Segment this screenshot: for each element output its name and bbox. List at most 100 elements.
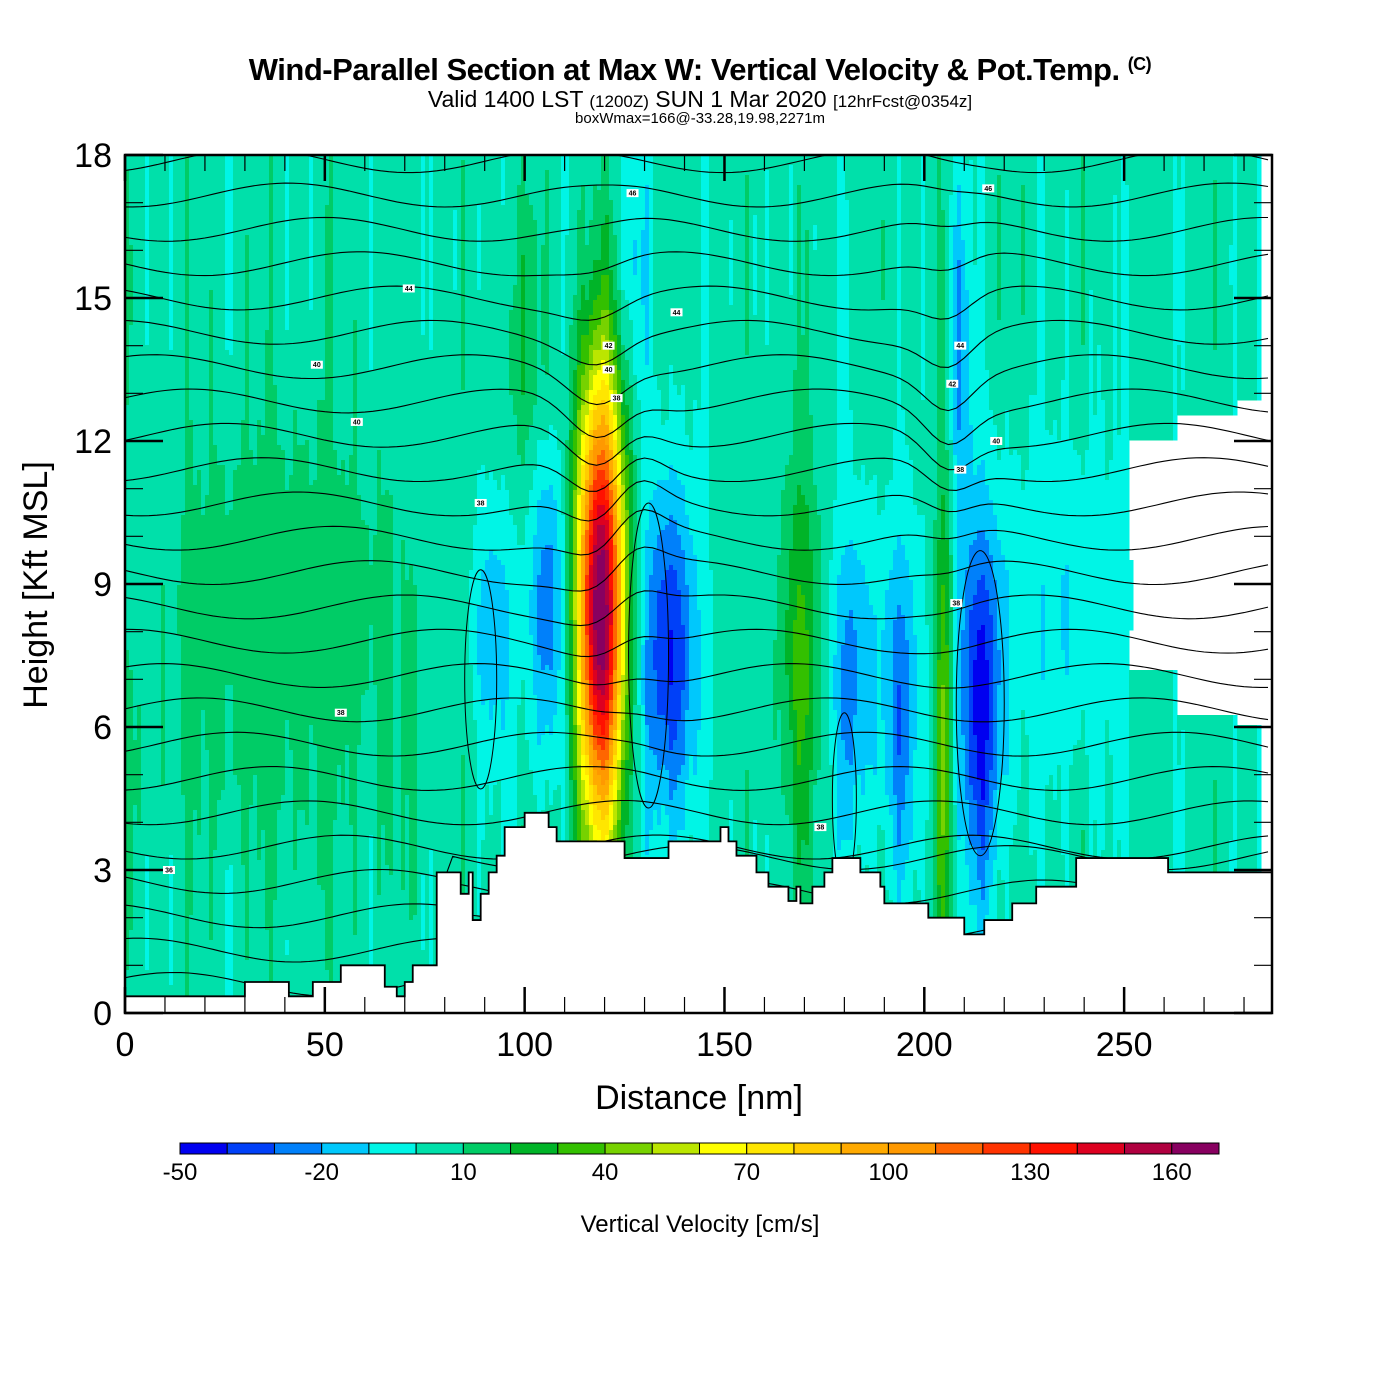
field-cell <box>353 325 358 331</box>
field-cell <box>357 420 518 426</box>
field-cell <box>1237 230 1258 236</box>
field-cell <box>1089 345 1094 351</box>
field-cell <box>801 300 806 306</box>
field-cell <box>325 320 334 326</box>
field-cell <box>189 230 226 236</box>
field-cell <box>901 355 922 361</box>
field-cell <box>465 180 502 186</box>
field-cell <box>317 425 334 431</box>
field-cell <box>921 225 926 231</box>
field-cell <box>957 310 962 316</box>
field-cell <box>549 200 562 206</box>
field-cell <box>801 235 806 241</box>
field-cell <box>429 170 434 176</box>
field-cell <box>1037 240 1046 246</box>
field-cell <box>1025 265 1038 271</box>
field-cell <box>565 265 578 271</box>
field-cell <box>897 295 902 301</box>
field-cell <box>617 275 622 281</box>
field-cell <box>1009 440 1030 446</box>
field-cell <box>1233 360 1238 366</box>
field-cell <box>1233 240 1238 246</box>
field-cell <box>213 375 246 381</box>
field-cell <box>1129 335 1174 341</box>
field-cell <box>577 440 582 446</box>
field-cell <box>749 220 754 226</box>
field-cell <box>805 240 810 246</box>
field-cell <box>133 320 146 326</box>
field-cell <box>581 360 590 366</box>
field-cell <box>629 305 646 311</box>
field-cell <box>273 160 286 166</box>
field-cell <box>261 430 266 436</box>
field-cell <box>1037 305 1046 311</box>
field-cell <box>233 290 246 296</box>
field-cell <box>949 430 954 436</box>
field-cell <box>949 290 954 296</box>
field-cell <box>1005 440 1010 446</box>
field-cell <box>589 445 594 451</box>
field-cell <box>249 280 270 286</box>
field-cell <box>325 315 334 321</box>
field-cell <box>953 415 958 421</box>
field-cell <box>245 400 250 406</box>
field-cell <box>129 240 146 246</box>
field-cell <box>313 300 326 306</box>
field-cell <box>509 385 522 391</box>
field-cell <box>1173 235 1186 241</box>
field-cell <box>945 320 950 326</box>
field-cell <box>1029 420 1046 426</box>
field-cell <box>133 285 146 291</box>
field-cell <box>921 300 926 306</box>
field-cell <box>1093 345 1098 351</box>
field-cell <box>125 405 186 411</box>
field-cell <box>353 425 358 431</box>
field-cell <box>797 355 810 361</box>
field-cell <box>617 390 622 396</box>
field-cell <box>653 220 702 226</box>
field-cell <box>621 435 626 441</box>
field-cell <box>569 335 578 341</box>
field-cell <box>125 195 130 201</box>
field-cell <box>273 220 286 226</box>
field-cell <box>549 290 562 296</box>
field-cell <box>937 345 946 351</box>
field-cell <box>501 175 506 181</box>
field-cell <box>673 380 702 386</box>
field-cell <box>805 290 810 296</box>
field-cell <box>369 215 374 221</box>
field-cell <box>169 160 174 166</box>
field-cell <box>289 255 310 261</box>
field-cell <box>233 210 270 216</box>
field-cell <box>753 260 758 266</box>
field-cell <box>189 375 210 381</box>
field-cell <box>1045 310 1066 316</box>
field-cell <box>945 295 950 301</box>
field-cell <box>453 275 458 281</box>
field-cell <box>837 310 850 316</box>
field-cell <box>1233 285 1238 291</box>
field-cell <box>749 350 798 356</box>
field-cell <box>609 325 614 331</box>
field-cell <box>1045 270 1066 276</box>
field-cell <box>577 420 582 426</box>
field-cell <box>213 340 226 346</box>
field-cell <box>601 385 610 391</box>
field-cell <box>233 330 246 336</box>
field-cell <box>569 365 578 371</box>
field-cell <box>1021 275 1026 281</box>
field-cell <box>849 235 882 241</box>
field-cell <box>565 235 578 241</box>
field-cell <box>465 235 478 241</box>
field-cell <box>641 260 650 266</box>
field-cell <box>533 405 570 411</box>
field-cell <box>373 190 422 196</box>
field-cell <box>481 225 518 231</box>
field-cell <box>1085 285 1114 291</box>
field-cell <box>285 190 290 196</box>
field-cell <box>649 195 654 201</box>
field-cell <box>433 250 454 256</box>
field-cell <box>653 340 702 346</box>
field-cell <box>809 255 838 261</box>
field-cell <box>769 280 790 286</box>
